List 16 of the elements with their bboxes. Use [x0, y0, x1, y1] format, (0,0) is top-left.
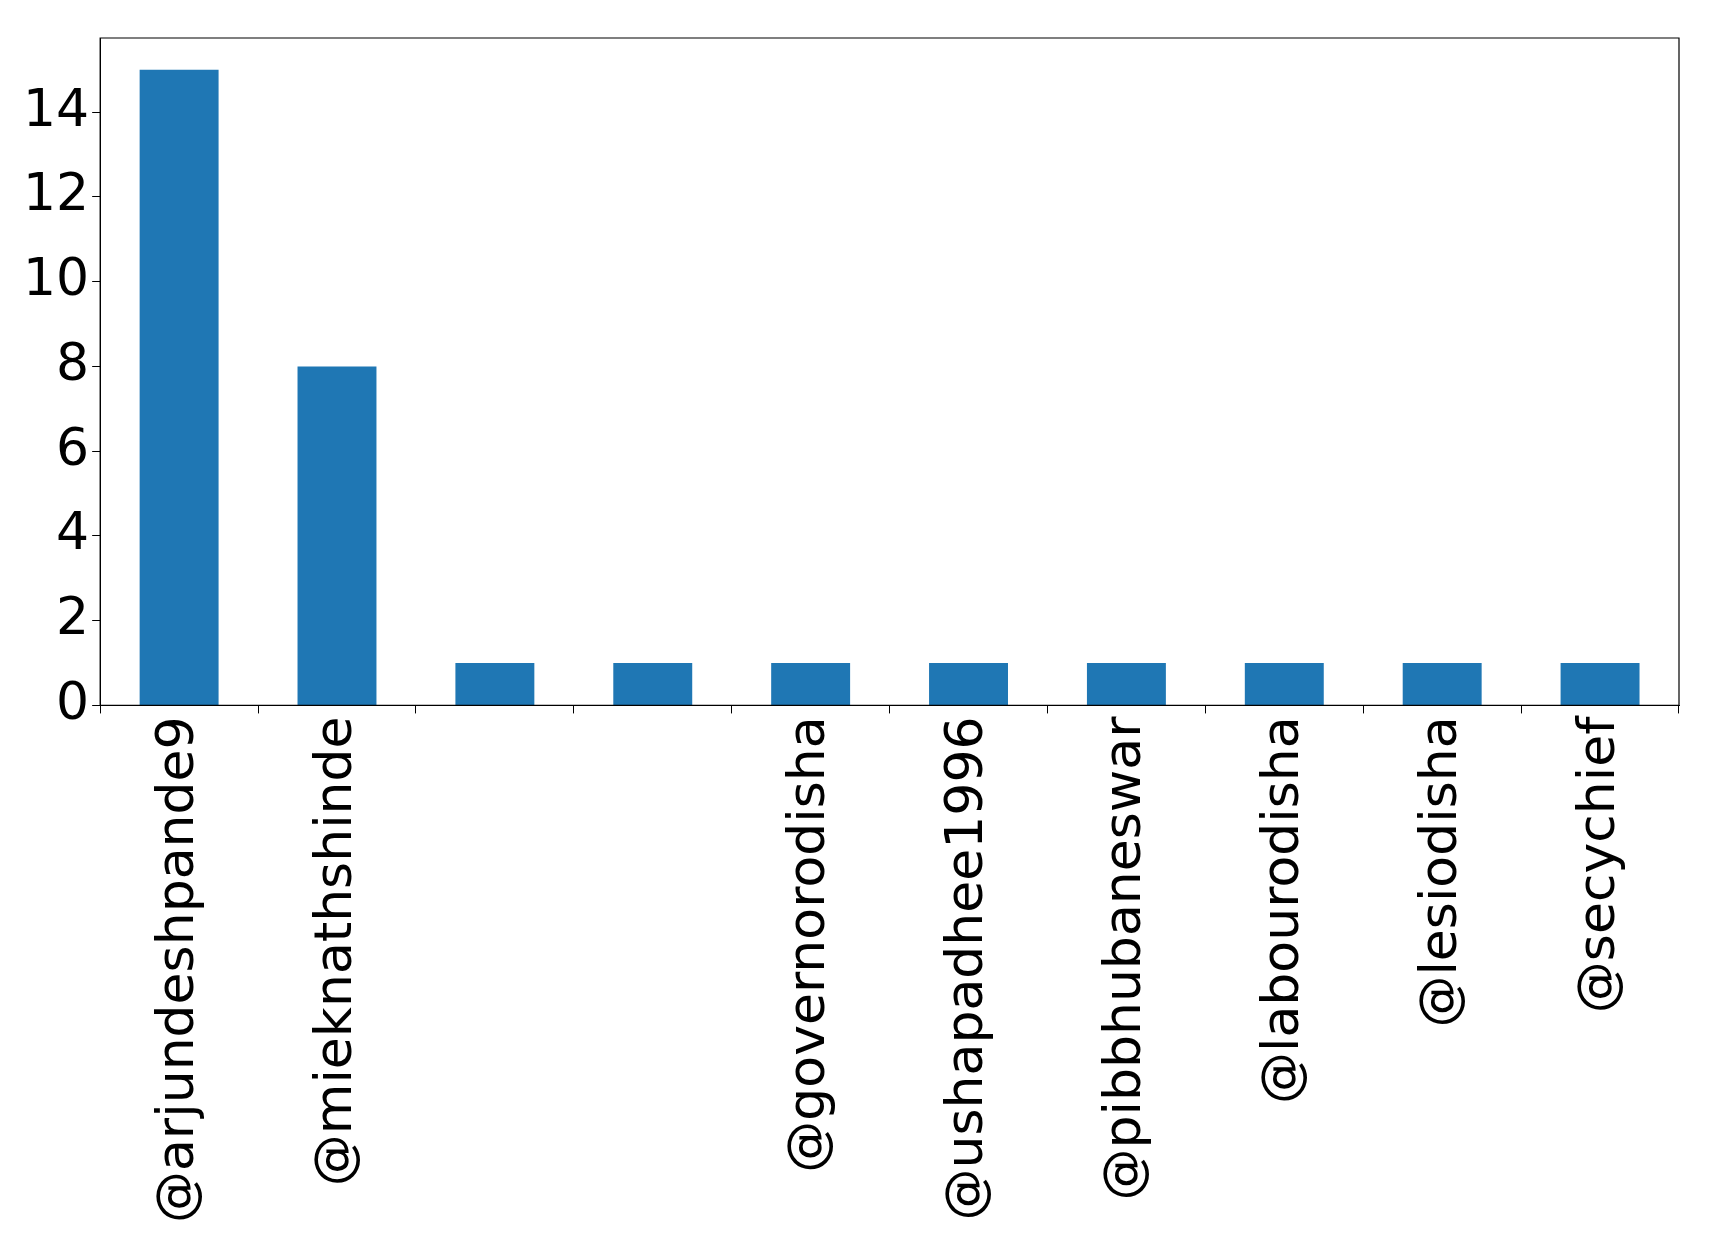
y-tick-label: 8 [56, 331, 90, 392]
y-tick-label: 4 [56, 501, 90, 562]
x-tick-label: @ushapadhee1996 [934, 716, 995, 1221]
x-tick-label: @mieknathshinde [302, 716, 363, 1187]
y-tick-label: 10 [23, 247, 90, 308]
y-tick-label: 6 [56, 416, 90, 477]
y-tick-label: 0 [56, 670, 90, 731]
x-tick-label: @secychief [1565, 714, 1626, 1014]
x-tick-label: @labourodisha [1249, 716, 1310, 1104]
x-tick-label: @governorodisha [776, 716, 837, 1173]
x-tick-label: @arjundeshpande9 [144, 716, 205, 1224]
y-tick-label: 12 [23, 162, 90, 223]
x-tick-label: @lesiodisha [1407, 716, 1468, 1028]
x-tick-label: @pibbhubaneswar [1091, 715, 1152, 1201]
y-tick-label: 2 [56, 586, 90, 647]
y-tick-label: 14 [23, 77, 90, 138]
